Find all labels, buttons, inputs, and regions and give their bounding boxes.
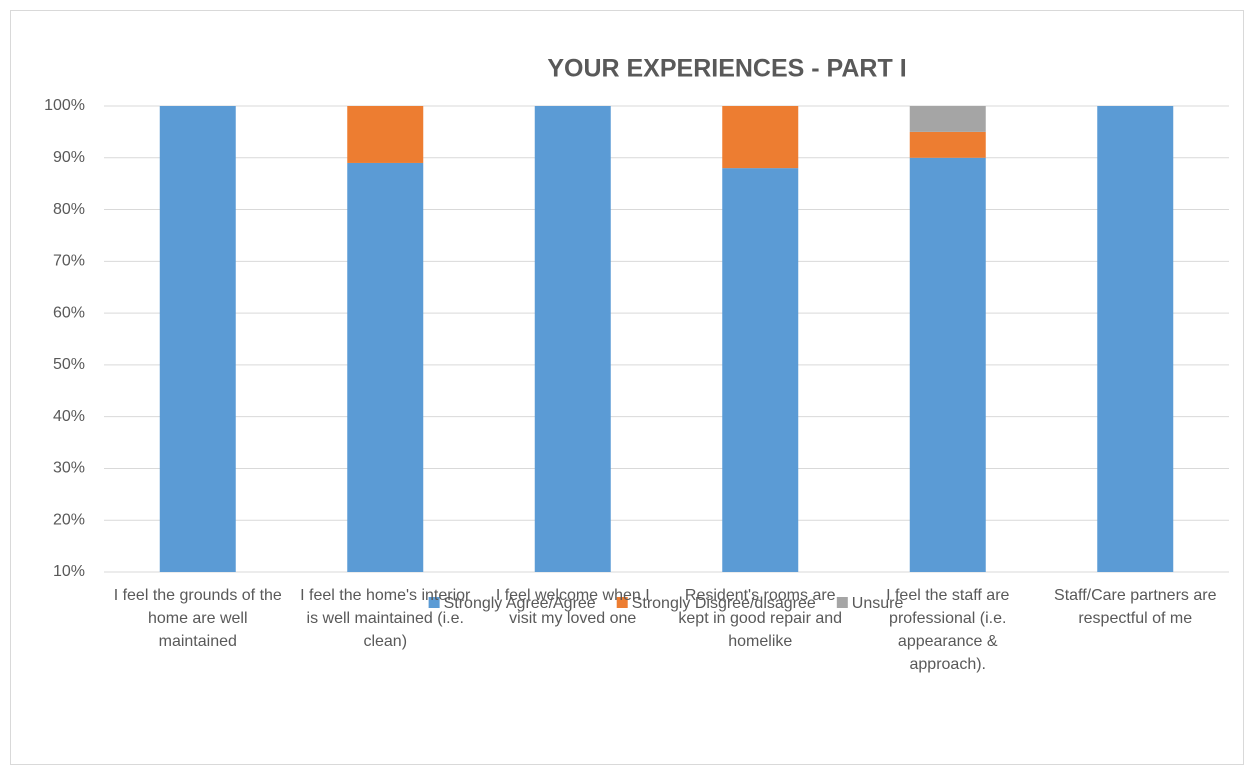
x-tick-label: Resident's rooms are kept in good repair…: [678, 587, 843, 650]
y-tick-label: 80%: [53, 201, 85, 218]
x-tick-label: I feel the grounds of the home are well …: [113, 587, 282, 650]
bar-segment: [347, 106, 424, 163]
bar-segment: [722, 168, 799, 572]
y-tick-label: 90%: [53, 149, 85, 166]
x-tick-label: I feel the home's interior is well maint…: [300, 587, 471, 650]
bar-segment: [159, 106, 236, 572]
legend-label: Strongly Disgree/disagree: [632, 595, 816, 612]
legend-swatch: [616, 597, 628, 608]
bar-segment: [909, 131, 986, 158]
chart-title: YOUR EXPERIENCES - PART I: [547, 55, 906, 83]
legend-label: Unsure: [852, 595, 904, 612]
y-tick-label: 50%: [53, 356, 85, 373]
bar-segment: [534, 106, 611, 572]
bar-segment: [909, 106, 986, 132]
y-tick-label: 10%: [53, 563, 85, 580]
legend-label: Strongly Agree/Agree: [444, 595, 596, 612]
y-tick-label: 70%: [53, 253, 85, 270]
bar-segment: [347, 162, 424, 572]
legend-swatch: [428, 597, 440, 608]
x-tick-label: I feel welcome when I visit my loved one: [495, 587, 650, 627]
y-tick-label: 30%: [53, 460, 85, 477]
bar-segment: [722, 106, 799, 169]
x-tick-label: Staff/Care partners are respectful of me: [1054, 587, 1217, 627]
y-tick-label: 60%: [53, 304, 85, 321]
x-tick-label: I feel the staff are professional (i.e. …: [886, 587, 1010, 673]
bar-segment: [909, 157, 986, 572]
legend-swatch: [836, 597, 848, 608]
bar-segment: [1097, 106, 1174, 572]
y-tick-label: 40%: [53, 408, 85, 425]
y-tick-label: 20%: [53, 511, 85, 528]
y-tick-label: 100%: [44, 97, 85, 114]
